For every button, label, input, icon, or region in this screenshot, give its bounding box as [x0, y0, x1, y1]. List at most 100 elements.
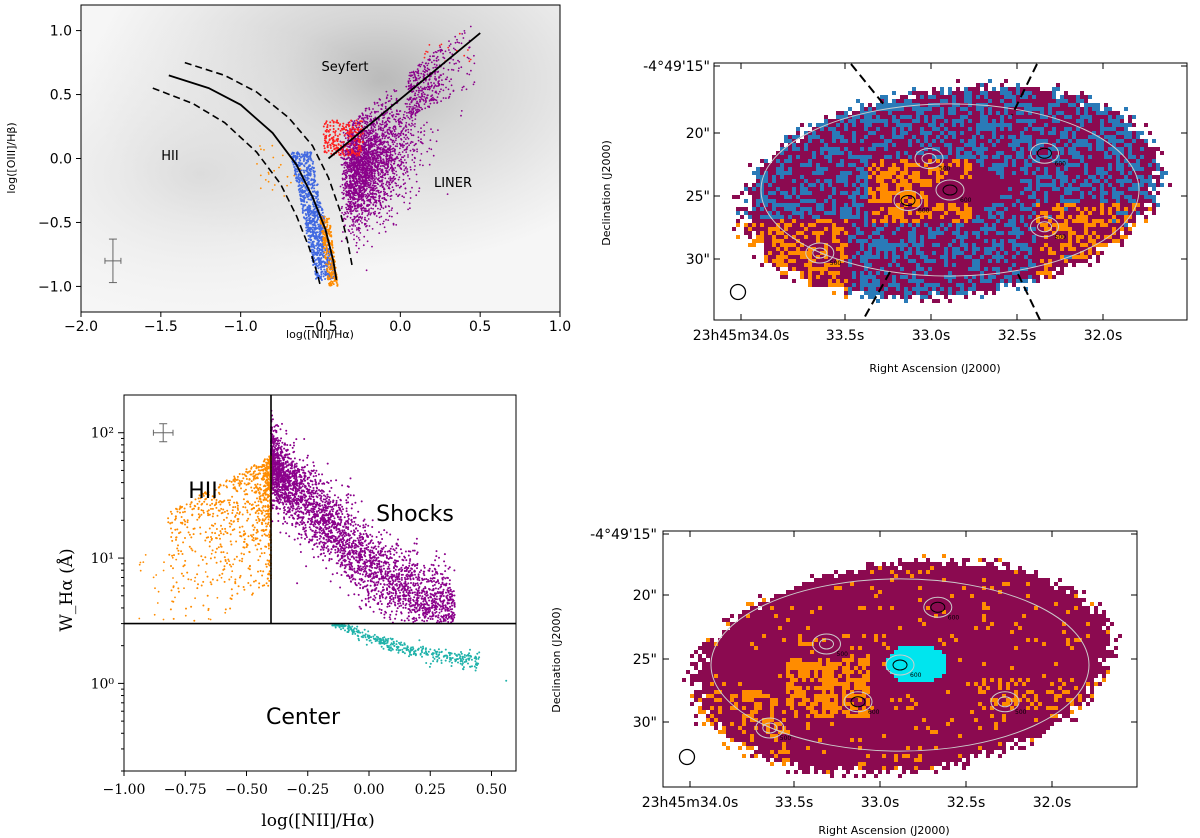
- bpt-point-liner: [387, 137, 389, 140]
- bpt-point-liner: [400, 160, 403, 163]
- bpt-point-liner: [408, 118, 411, 120]
- bpt-point-liner: [364, 122, 366, 125]
- bpt-point-liner: [384, 198, 386, 200]
- bpt-point-composite: [303, 175, 306, 178]
- bpt-point-liner: [353, 238, 355, 241]
- bpt-point-seyfert: [357, 148, 360, 151]
- bpt-point-liner: [378, 196, 381, 199]
- bpt-point-liner: [422, 81, 425, 84]
- bpt-y-tick-label: 0.0: [50, 152, 72, 168]
- bpt-point-hii: [327, 278, 330, 281]
- bpt-point-seyfert: [335, 144, 338, 147]
- bpt-point-liner: [404, 182, 406, 185]
- bpt-point-liner: [469, 25, 472, 28]
- bpt-point-liner: [373, 212, 376, 215]
- bpt-point-liner: [377, 163, 380, 166]
- bpt-point-hii: [331, 282, 334, 284]
- bpt-point-liner: [405, 85, 408, 88]
- bpt-point-liner: [394, 177, 397, 180]
- bpt-point-liner: [428, 147, 431, 150]
- bpt-point-liner: [390, 181, 393, 184]
- bpt-point-liner: [417, 103, 420, 106]
- bpt-point-composite: [316, 243, 319, 246]
- bpt-point-liner: [432, 154, 435, 157]
- bpt-point-liner: [435, 64, 438, 66]
- bpt-x-tick-label: 1.0: [549, 319, 571, 335]
- bpt-x-ticks: −2.0 −1.5 −1.0 −0.5 0.0 0.5 1.0: [64, 312, 571, 335]
- bpt-point-liner: [385, 160, 388, 163]
- bpt-point-composite: [310, 159, 313, 162]
- bpt-point-liner: [350, 200, 353, 203]
- bpt-point-composite: [320, 239, 322, 241]
- bpt-point-liner: [351, 163, 354, 166]
- bpt-point-hii: [327, 230, 330, 233]
- bpt-point-liner: [373, 172, 376, 175]
- bpt-point-seyfert: [351, 131, 354, 134]
- bpt-point-liner: [388, 215, 391, 218]
- bpt-point-hii: [324, 237, 327, 240]
- bpt-point-liner: [365, 156, 368, 159]
- bpt-point-liner: [383, 188, 385, 191]
- bpt-point-liner: [359, 168, 362, 171]
- bpt-point-composite: [321, 250, 324, 253]
- bpt-point-liner: [341, 178, 344, 181]
- bpt-point-liner: [403, 111, 406, 113]
- bpt-point-liner: [472, 83, 475, 86]
- bpt-point-liner: [353, 170, 356, 173]
- bpt-point-composite: [303, 151, 306, 154]
- bpt-point-liner: [468, 57, 470, 60]
- bpt-point-composite: [309, 156, 312, 159]
- whan-point-shock: [337, 496, 340, 499]
- bpt-point-liner: [352, 121, 355, 124]
- bpt-point-seyfert: [358, 124, 361, 126]
- bpt-point-liner: [367, 150, 370, 153]
- bpt-point-liner: [368, 108, 371, 111]
- bpt-point-liner: [438, 80, 440, 82]
- bpt-point-composite: [325, 273, 328, 276]
- bpt-point-liner: [361, 117, 363, 120]
- bpt-point-liner: [349, 192, 351, 195]
- bpt-point-liner: [399, 134, 402, 137]
- bpt-point-seyfert: [438, 44, 441, 47]
- bpt-point-liner: [369, 152, 371, 154]
- bpt-point-composite: [302, 209, 304, 212]
- whan-point-shock: [376, 583, 379, 586]
- bpt-point-liner: [368, 107, 370, 109]
- bpt-point-liner: [366, 229, 369, 232]
- bpt-point-liner: [354, 182, 357, 185]
- bpt-point-liner: [380, 183, 383, 186]
- bpt-point-liner: [359, 166, 361, 169]
- bpt-point-liner: [397, 153, 400, 156]
- bpt-point-seyfert: [333, 148, 336, 151]
- bpt-point-seyfert: [360, 125, 363, 128]
- whan-point-shock: [409, 569, 412, 572]
- bpt-point-liner: [351, 142, 354, 145]
- bpt-point-liner: [432, 51, 435, 54]
- bpt-point-liner: [394, 145, 397, 148]
- bpt-point-composite: [313, 173, 316, 176]
- whan-point-shock: [447, 621, 450, 623]
- bpt-point-liner: [379, 160, 382, 162]
- bpt-point-liner: [406, 103, 408, 105]
- bpt-point-composite: [300, 153, 303, 156]
- whan-point-shock: [345, 507, 348, 510]
- bpt-point-liner: [361, 211, 364, 214]
- bpt-point-liner: [418, 187, 421, 190]
- bpt-point-liner: [408, 124, 411, 126]
- bpt-point-liner: [409, 80, 412, 82]
- bpt-point-liner: [391, 170, 394, 173]
- bpt-point-liner: [401, 156, 403, 159]
- bpt-point-liner: [413, 104, 416, 107]
- bpt-point-liner: [358, 218, 360, 221]
- bpt-point-liner: [376, 167, 379, 170]
- bpt-point-liner: [419, 159, 422, 162]
- bpt-point-composite: [306, 173, 309, 176]
- bpt-point-composite: [300, 203, 303, 206]
- whan-point-shock: [433, 580, 435, 583]
- bpt-point-seyfert: [329, 121, 332, 124]
- bpt-point-liner: [350, 160, 353, 163]
- bpt-point-liner: [473, 81, 476, 84]
- bpt-point-liner: [367, 156, 370, 159]
- bpt-point-liner: [421, 108, 423, 111]
